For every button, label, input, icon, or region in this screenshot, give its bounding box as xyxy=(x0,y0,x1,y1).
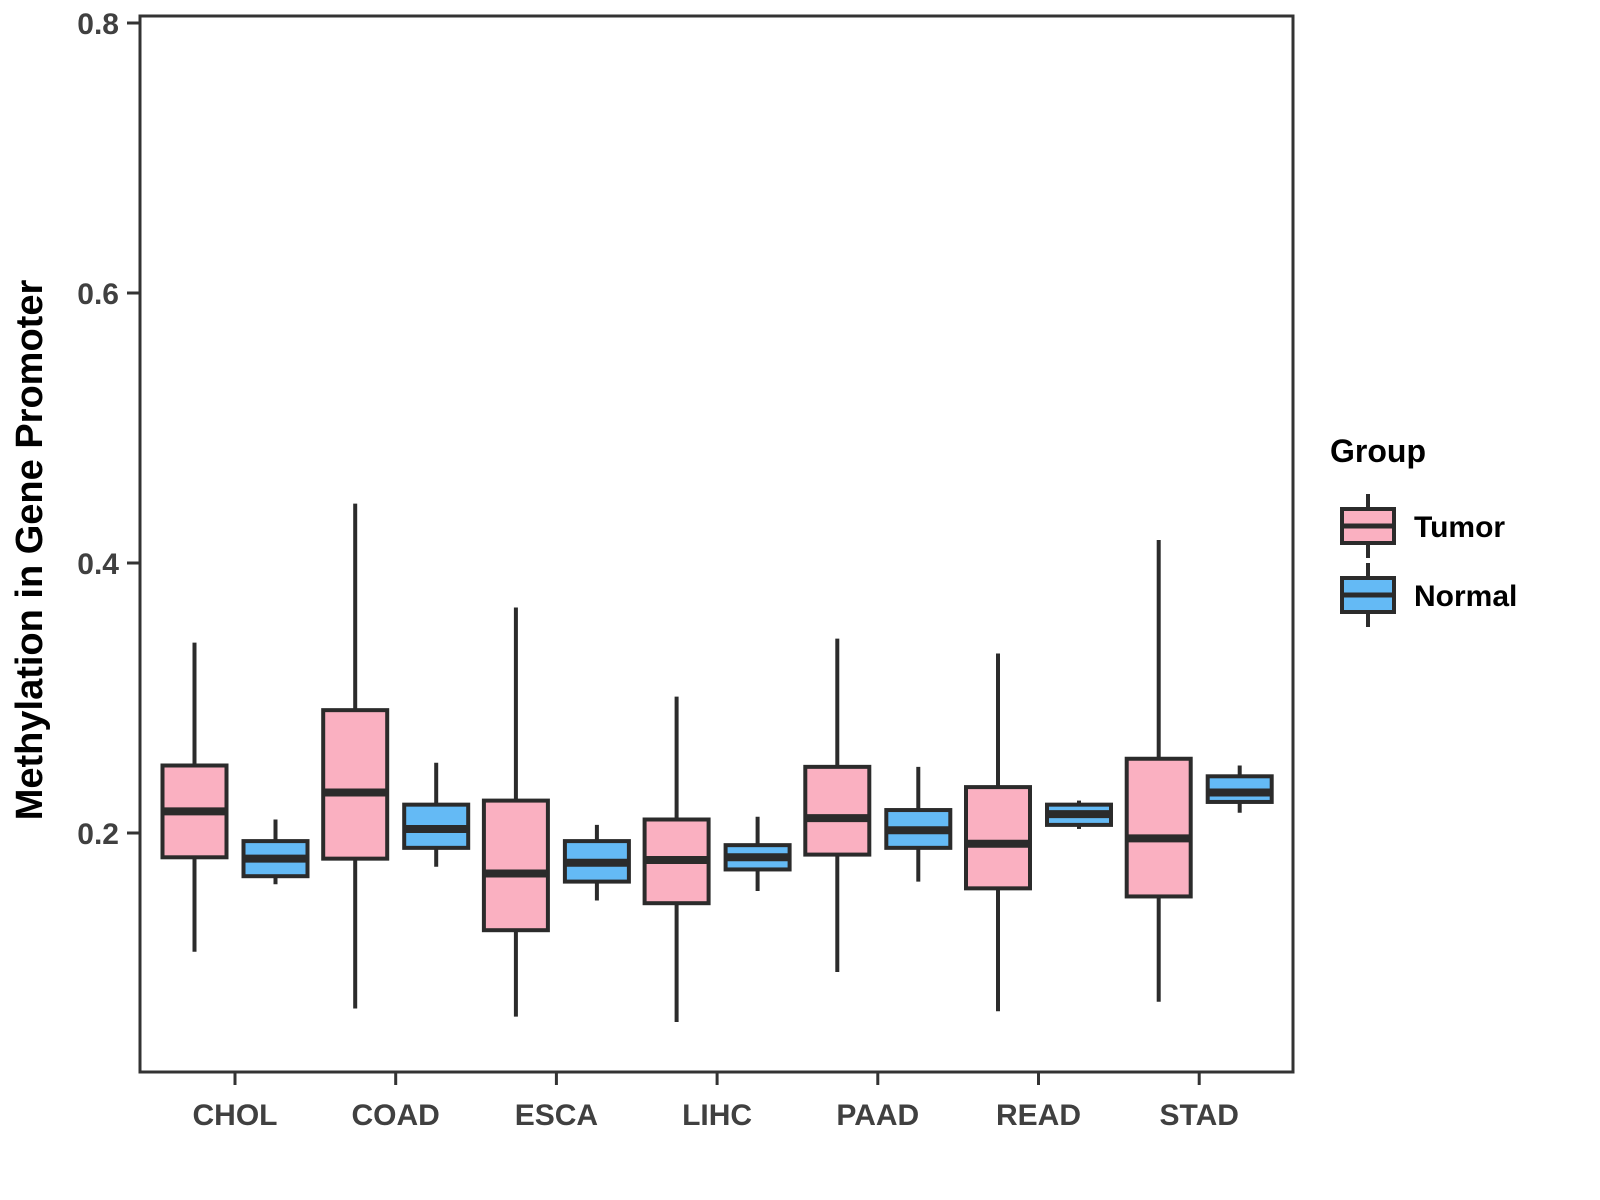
x-axis-tick-label-chol: CHOL xyxy=(193,1099,278,1132)
y-axis-tick-label: 0.6 xyxy=(77,278,119,311)
legend-title: Group xyxy=(1330,433,1426,469)
y-axis-title: Methylation in Gene Promoter xyxy=(9,280,51,821)
box-tumor-coad xyxy=(321,708,390,861)
plot-panel-border xyxy=(138,14,1295,1074)
x-axis-tick-label-stad: STAD xyxy=(1159,1099,1238,1132)
legend-key-normal-boxplot-icon xyxy=(1340,563,1396,627)
legend-label-tumor: Tumor xyxy=(1414,511,1505,544)
x-axis-tick-label-coad: COAD xyxy=(352,1099,440,1132)
x-axis-tick-label-read: READ xyxy=(996,1099,1081,1132)
box-tumor-esca xyxy=(481,798,550,933)
legend-label-normal: Normal xyxy=(1414,580,1517,613)
legend-key-tumor-boxplot-icon xyxy=(1340,494,1396,558)
plot-layer: 0.2 0.4 0.6 0.8 CHOL COAD ESCA LIHC PAAD READ STAD xyxy=(77,8,1274,1132)
box-tumor-paad xyxy=(803,764,872,857)
x-axis-tick-label-paad: PAAD xyxy=(836,1099,919,1132)
box-tumor-read xyxy=(964,785,1032,891)
legend: Group Tumor Normal xyxy=(1330,433,1517,627)
x-axis-tick-label-esca: ESCA xyxy=(515,1099,598,1132)
x-axis-tick-label-lihc: LIHC xyxy=(682,1099,752,1132)
y-axis-tick-label: 0.4 xyxy=(77,548,119,581)
y-axis-tick-label: 0.2 xyxy=(77,818,119,851)
box-tumor-stad xyxy=(1124,756,1193,899)
y-axis-tick-label: 0.8 xyxy=(77,8,119,41)
